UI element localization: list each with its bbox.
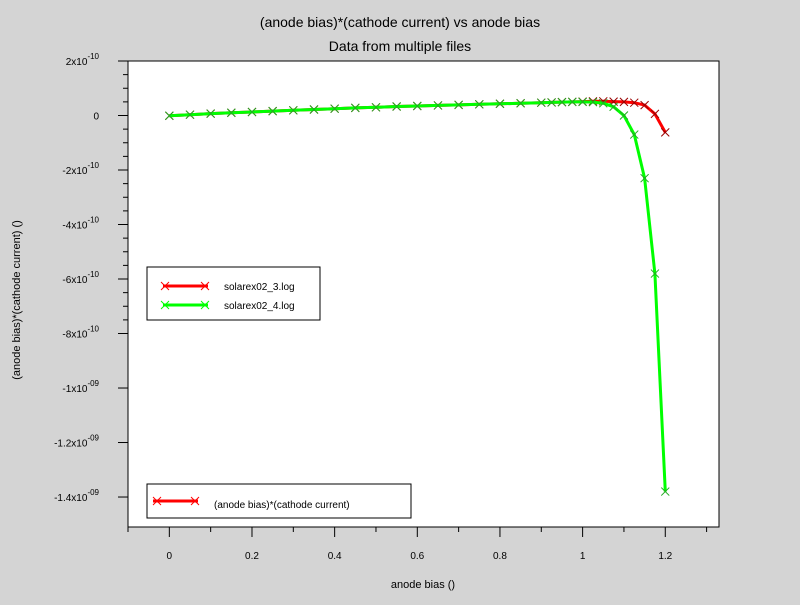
legend-marker	[200, 300, 210, 310]
data-point	[206, 109, 216, 118]
x-tick-label: 0	[167, 551, 173, 562]
data-point	[288, 105, 298, 115]
y-axis-label: (anode bias)*(cathode current) ()	[11, 220, 23, 380]
lower-legend-label: (anode bias)*(cathode current)	[214, 500, 350, 511]
x-tick-label: 0.8	[493, 551, 507, 562]
y-tick-label: 2x10-10	[66, 52, 100, 68]
data-point	[629, 130, 639, 139]
y-tick-mantissa: -6x10	[62, 275, 87, 286]
y-tick-exponent: -10	[87, 270, 99, 279]
lower-legend: (anode bias)*(cathode current)	[146, 483, 412, 519]
y-tick-label: 0	[93, 112, 99, 123]
y-tick-exponent: -10	[87, 52, 99, 61]
y-tick-mantissa: -4x10	[62, 221, 87, 232]
y-tick-label: -8x10-10	[62, 325, 99, 341]
data-point	[474, 99, 484, 109]
data-point	[650, 269, 660, 278]
data-point	[330, 104, 339, 114]
data-point	[164, 111, 174, 121]
data-point	[588, 97, 598, 107]
x-axis-label: anode bias ()	[391, 579, 455, 591]
chart-title: (anode bias)*(cathode current) vs anode …	[260, 14, 540, 30]
y-tick-label: -1.4x10-09	[54, 488, 99, 504]
y-tick-mantissa: 2x10	[66, 57, 88, 68]
data-point	[598, 98, 608, 108]
chart-subtitle: Data from multiple files	[329, 38, 471, 54]
lower-legend-marker	[152, 496, 162, 506]
x-tick-label: 1.2	[658, 551, 672, 562]
legend-marker	[160, 300, 170, 310]
legend-item: solarex02_4.log	[160, 300, 295, 312]
y-tick-mantissa: -1x10	[62, 384, 87, 395]
data-point	[640, 173, 649, 183]
lower-legend-marker	[190, 496, 200, 506]
data-point	[268, 106, 278, 116]
legend-marker	[160, 281, 170, 291]
series-group	[164, 96, 670, 496]
data-point	[495, 99, 505, 109]
y-tick-mantissa: -2x10	[62, 166, 87, 177]
legend-item: solarex02_3.log	[160, 281, 295, 293]
x-tick-label: 0.6	[410, 551, 424, 562]
data-point	[350, 103, 360, 113]
x-tick-label: 0.4	[328, 551, 342, 562]
data-point	[433, 101, 443, 110]
data-point	[609, 102, 618, 112]
data-point	[619, 111, 629, 120]
y-tick-exponent: -09	[87, 434, 99, 443]
data-point	[578, 97, 587, 107]
data-point	[567, 97, 577, 107]
y-tick-label: -4x10-10	[62, 216, 99, 232]
x-tick-label: 0.2	[245, 551, 259, 562]
data-point	[547, 98, 556, 107]
data-point	[660, 487, 670, 496]
data-point	[536, 98, 546, 108]
series-2	[164, 97, 670, 496]
y-tick-exponent: -10	[87, 216, 99, 225]
legend: solarex02_3.log solarex02_4.log	[146, 266, 321, 321]
data-point	[392, 102, 401, 111]
data-point	[309, 105, 319, 114]
y-tick-exponent: -09	[87, 379, 99, 388]
legend-label: solarex02_4.log	[224, 301, 295, 312]
data-point	[226, 108, 236, 118]
data-point	[557, 97, 567, 107]
y-tick-mantissa: -1.4x10	[54, 493, 88, 504]
data-point	[650, 109, 660, 119]
legend-label: solarex02_3.log	[224, 282, 295, 293]
data-point	[660, 128, 670, 137]
y-tick-exponent: -10	[87, 325, 99, 334]
data-point	[454, 100, 463, 110]
legend-box	[146, 266, 321, 321]
data-point	[371, 102, 381, 112]
legend-marker	[200, 281, 210, 291]
x-tick-label: 1	[580, 551, 586, 562]
axes: 0 0.2 0.4 0.6 0.8 1 1.22x10-100-2x10-10-4x10-1…	[54, 52, 708, 562]
data-point	[516, 98, 525, 108]
data-point	[619, 97, 629, 107]
y-tick-mantissa: -1.2x10	[54, 439, 88, 450]
y-tick-mantissa: 0	[93, 112, 99, 123]
data-point	[640, 100, 649, 110]
data-point	[412, 101, 422, 111]
data-point	[629, 98, 639, 108]
y-tick-exponent: -09	[87, 488, 99, 497]
y-tick-label: -1.2x10-09	[54, 434, 99, 450]
y-tick-label: -1x10-09	[62, 379, 99, 395]
y-tick-exponent: -10	[87, 161, 99, 170]
data-point	[185, 110, 195, 120]
y-tick-label: -6x10-10	[62, 270, 99, 286]
data-point	[247, 107, 257, 117]
y-tick-label: -2x10-10	[62, 161, 99, 177]
y-tick-mantissa: -8x10	[62, 330, 87, 341]
